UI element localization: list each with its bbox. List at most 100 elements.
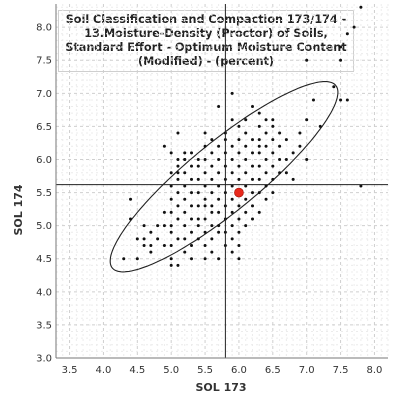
data-point (244, 171, 248, 175)
data-point (196, 177, 200, 181)
data-point (190, 191, 194, 195)
data-point (162, 144, 166, 148)
data-point (298, 144, 302, 148)
data-point (203, 257, 207, 261)
data-point (305, 157, 309, 161)
x-tick-label: 4.0 (95, 365, 111, 376)
data-point (257, 210, 261, 214)
data-point (284, 157, 288, 161)
data-point (190, 244, 194, 248)
data-point (190, 177, 194, 181)
data-point (169, 257, 173, 261)
x-tick-label: 6.5 (265, 365, 281, 376)
data-point (183, 171, 187, 175)
x-tick-label: 5.5 (197, 365, 213, 376)
data-point (210, 191, 214, 195)
data-point (149, 244, 153, 248)
data-point (257, 111, 261, 115)
y-tick-label: 6.0 (36, 155, 52, 166)
data-point (237, 151, 241, 155)
data-point (318, 124, 322, 128)
data-point (169, 263, 173, 267)
data-point (257, 151, 261, 155)
data-point (250, 138, 254, 142)
points-layer (122, 5, 363, 267)
data-point (203, 171, 207, 175)
data-point (203, 230, 207, 234)
data-point (183, 197, 187, 201)
data-point (190, 217, 194, 221)
data-point (237, 177, 241, 181)
data-point (257, 124, 261, 128)
data-point (156, 224, 160, 228)
data-point (264, 184, 268, 188)
confidence-ellipse-layer (109, 80, 339, 273)
data-point (250, 105, 254, 109)
data-point (176, 177, 180, 181)
data-point (142, 237, 146, 241)
data-point (250, 217, 254, 221)
data-point (230, 157, 234, 161)
data-point (196, 237, 200, 241)
data-point (217, 257, 221, 261)
data-point (230, 250, 234, 254)
data-point (183, 184, 187, 188)
data-point (291, 177, 295, 181)
data-point (169, 197, 173, 201)
data-point (244, 197, 248, 201)
data-point (169, 184, 173, 188)
data-point (210, 210, 214, 214)
y-tick-label: 7.5 (36, 56, 52, 67)
data-point (271, 164, 275, 168)
data-point (264, 157, 268, 161)
data-point (217, 210, 221, 214)
grid (55, 4, 389, 359)
data-point (257, 138, 261, 142)
data-point (250, 164, 254, 168)
data-point (203, 217, 207, 221)
data-point (271, 124, 275, 128)
data-point (190, 164, 194, 168)
data-point (311, 98, 315, 102)
highlight-point (234, 187, 244, 198)
data-point (250, 191, 254, 195)
data-point (176, 237, 180, 241)
data-point (230, 197, 234, 201)
y-tick-label: 8.0 (36, 23, 52, 34)
data-point (210, 177, 214, 181)
data-point (203, 197, 207, 201)
data-point (135, 237, 139, 241)
data-point (210, 164, 214, 168)
data-point (345, 98, 349, 102)
data-point (230, 171, 234, 175)
data-point (264, 131, 268, 135)
data-point (257, 144, 261, 148)
y-tick-label: 5.5 (36, 188, 52, 199)
axes (55, 4, 388, 359)
data-point (217, 171, 221, 175)
data-point (162, 224, 166, 228)
data-point (129, 197, 133, 201)
data-point (183, 237, 187, 241)
y-tick-label: 3.0 (36, 354, 52, 365)
data-point (264, 171, 268, 175)
data-point (162, 210, 166, 214)
data-point (244, 144, 248, 148)
data-point (230, 224, 234, 228)
data-point (176, 131, 180, 135)
x-tick-label: 6.0 (231, 365, 247, 376)
data-point (176, 171, 180, 175)
data-point (244, 118, 248, 122)
data-point (149, 230, 153, 234)
data-point (203, 204, 207, 208)
data-point (345, 32, 349, 36)
data-point (244, 131, 248, 135)
data-point (190, 151, 194, 155)
data-point (250, 151, 254, 155)
x-tick-label: 4.5 (129, 365, 145, 376)
data-point (203, 157, 207, 161)
data-point (142, 244, 146, 248)
data-point (237, 230, 241, 234)
confidence-ellipse (109, 80, 339, 273)
data-point (237, 138, 241, 142)
